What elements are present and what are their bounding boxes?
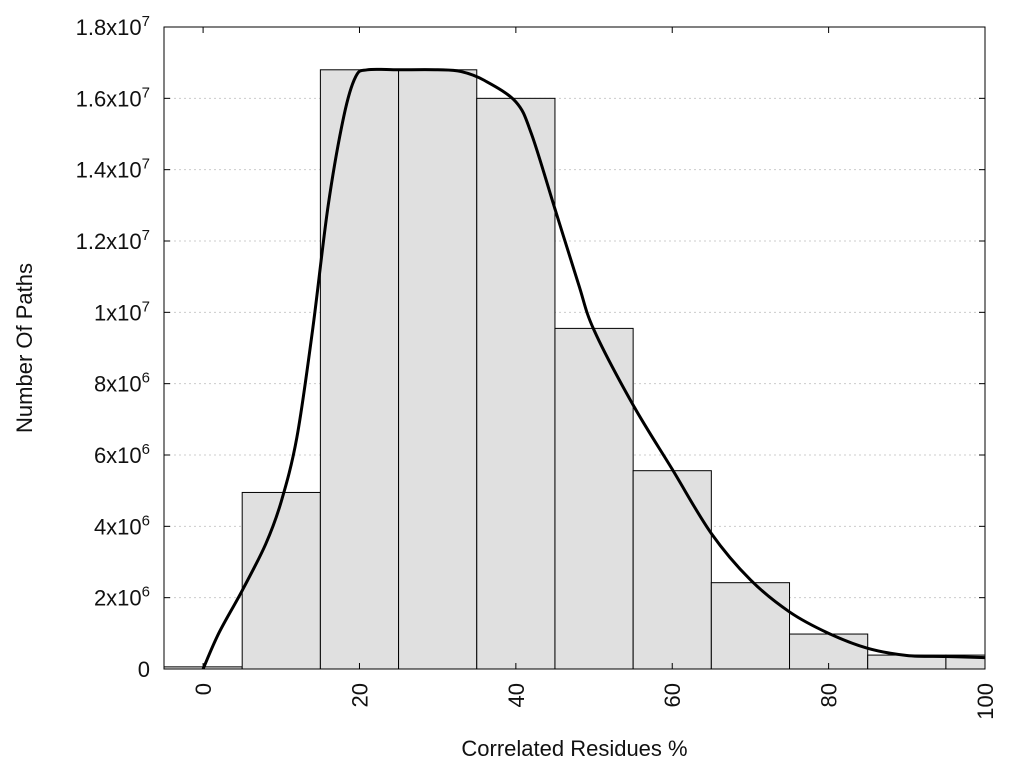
x-tick-label: 60 [660,683,685,707]
x-tick-label: 100 [973,683,998,720]
y-axis-ticks: 0 2x106 4x106 6x106 8x106 1x107 1.2x107 1.4x107… [76,13,985,682]
histogram-bar [241,491,321,670]
x-axis-title: Correlated Residues % [461,736,687,761]
histogram-bar [319,69,400,670]
x-tick-label: 40 [504,683,529,707]
histogram-bar [710,582,791,670]
density-curve [201,67,986,670]
plot-frame [163,26,986,670]
x-tick-label: 20 [347,683,372,707]
histogram-bar [476,97,556,670]
y-tick-label: 4x106 [94,512,150,539]
y-axis-title: Number Of Paths [12,263,37,433]
y-tick-label: 1.6x107 [76,84,150,111]
y-tick-label: 8x106 [94,370,150,397]
y-tick-label: 1.8x107 [76,13,150,40]
histogram-bar [554,327,634,670]
y-tick-label: 2x106 [94,584,150,611]
x-tick-label: 80 [817,683,842,707]
y-tick-label: 6x106 [94,441,150,468]
y-tick-label: 1x107 [94,298,150,325]
density-curve-layer [201,67,986,670]
x-tick-label: 0 [191,683,216,695]
histogram-bars [163,69,986,670]
y-tick-label: 1.2x107 [76,227,150,254]
y-tick-label: 0 [138,657,150,682]
histogram-bar [632,470,712,670]
histogram-bar [398,69,478,670]
y-tick-label: 1.4x107 [76,156,150,183]
x-axis-ticks: 0 20 40 60 80 100 [191,27,998,720]
